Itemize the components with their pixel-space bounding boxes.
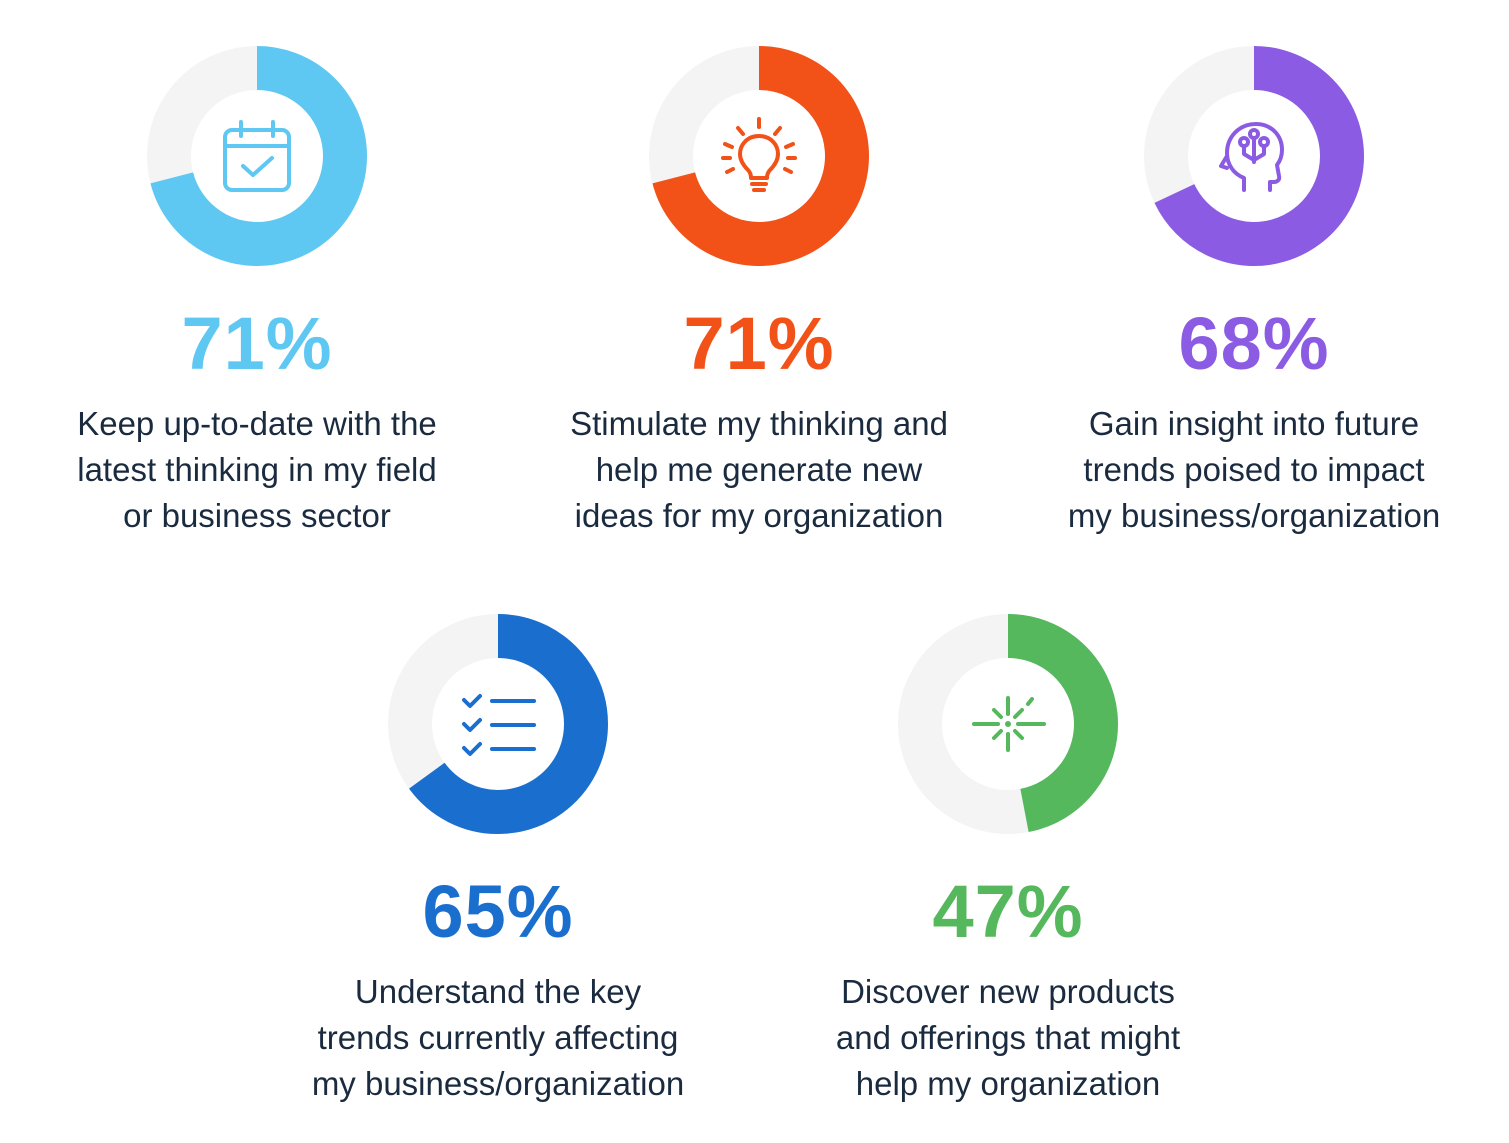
description-line: and offerings that might <box>835 1019 1181 1056</box>
donut-chart <box>1143 45 1365 267</box>
donut-svg <box>1144 46 1364 266</box>
donut-svg <box>649 46 869 266</box>
percentage-value: 71% <box>683 302 835 385</box>
percentage-value: 47% <box>932 870 1084 953</box>
description-line: ideas for my organization <box>574 497 944 534</box>
donut-svg <box>388 614 608 834</box>
donut-value-arc <box>1154 46 1364 266</box>
stat-description: Discover new products and offerings that… <box>836 969 1180 1107</box>
description-line: or business sector <box>123 497 391 534</box>
description-line: Gain insight into future <box>1088 405 1420 442</box>
stat-description: Understand the key trends currently affe… <box>312 969 684 1107</box>
checklist-icon <box>462 694 536 756</box>
description-line: Keep up-to-date with the <box>77 405 437 442</box>
description-line: Understand the key <box>354 973 642 1010</box>
lightbulb-icon <box>721 117 797 192</box>
donut-chart <box>897 613 1119 835</box>
stat-card-future-trends: 68% Gain insight into future trends pois… <box>994 45 1509 539</box>
percentage-value: 65% <box>422 870 574 953</box>
sparkle-icon <box>972 696 1046 752</box>
donut-value-arc <box>1007 614 1118 833</box>
stat-card-stimulate-thinking: 71% Stimulate my thinking and help me ge… <box>499 45 1019 539</box>
stat-card-key-trends: 65% Understand the key trends currently … <box>238 613 758 1107</box>
donut-chart <box>648 45 870 267</box>
percentage-value: 68% <box>1178 302 1330 385</box>
description-line: help my organization <box>855 1065 1161 1102</box>
donut-svg <box>898 614 1118 834</box>
donut-chart <box>146 45 368 267</box>
stat-card-new-products: 47% Discover new products and offerings … <box>748 613 1268 1107</box>
description-line: latest thinking in my field <box>77 451 437 488</box>
description-line: Discover new products <box>841 973 1175 1010</box>
donut-chart <box>387 613 609 835</box>
calendar-check-icon <box>223 120 291 192</box>
donut-value-arc <box>652 46 869 266</box>
description-line: Stimulate my thinking and <box>570 405 948 442</box>
donut-value-arc <box>409 614 608 834</box>
percentage-value: 71% <box>181 302 333 385</box>
brain-head-icon <box>1219 122 1284 192</box>
description-line: trends currently affecting <box>317 1019 679 1056</box>
stat-description: Stimulate my thinking and help me genera… <box>570 401 948 539</box>
description-line: trends poised to impact <box>1083 451 1425 488</box>
description-line: help me generate new <box>595 451 923 488</box>
description-line: my business/organization <box>311 1065 685 1102</box>
stat-description: Keep up-to-date with the latest thinking… <box>77 401 437 539</box>
description-line: my business/organization <box>1067 497 1441 534</box>
donut-value-arc <box>150 46 367 266</box>
stat-description: Gain insight into future trends poised t… <box>1068 401 1440 539</box>
stat-card-up-to-date: 71% Keep up-to-date with the latest thin… <box>0 45 517 539</box>
donut-svg <box>147 46 367 266</box>
